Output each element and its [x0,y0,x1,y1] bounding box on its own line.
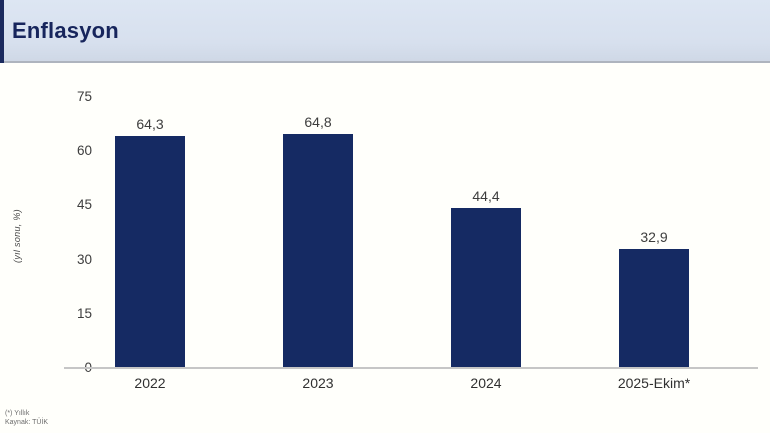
slide-header: Enflasyon [0,0,770,63]
x-label-2025-ekim: 2025-Ekim* [617,375,691,391]
y-tick-75: 75 [76,89,92,104]
bar-value-label: 32,9 [640,229,668,245]
inflation-bar-chart: (yıl sonu, %) 75 60 45 30 15 0 64,3 64,8… [0,63,770,433]
bar-group-2024: 44,4 [402,97,570,368]
bars-area: 64,3 64,8 44,4 32,9 [66,97,738,368]
footnote: (*) Yıllık Kaynak: TÜİK [5,409,48,427]
bar-value-label: 64,8 [304,114,332,130]
x-axis-labels: 2022 2023 2024 2025-Ekim* [66,375,738,391]
y-axis-title: (yıl sonu, %) [12,209,22,263]
header-accent-bar [0,0,4,63]
y-tick-30: 30 [76,251,92,267]
footnote-line-source: Kaynak: TÜİK [5,419,49,426]
x-axis-line [64,367,758,369]
page-title: Enflasyon [12,18,119,43]
bar-value-label: 44,4 [472,188,500,204]
bar-group-2022: 64,3 [66,97,234,368]
inflation-bar [283,134,353,368]
y-tick-60: 60 [76,143,92,159]
bar-group-2023: 64,8 [234,97,402,368]
y-tick-45: 45 [76,197,92,213]
footnote-line-annual: (*) Yıllık [5,410,30,417]
bar-value-label: 64,3 [136,116,164,132]
x-label-2024: 2024 [470,375,502,391]
inflation-bar [451,208,521,368]
x-label-2022: 2022 [134,375,166,391]
bar-group-2025-ekim: 32,9 [570,97,738,368]
y-tick-15: 15 [76,305,92,321]
inflation-bar [115,136,185,368]
inflation-bar [619,249,689,368]
x-label-2023: 2023 [302,375,334,391]
